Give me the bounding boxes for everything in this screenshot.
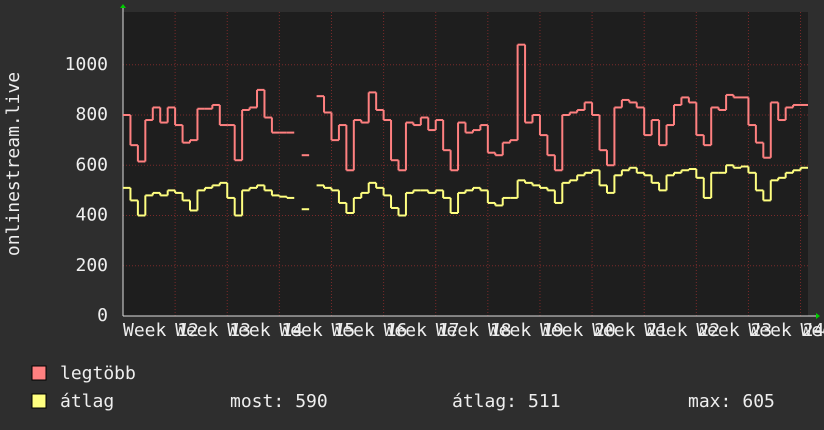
x-tick-label: Week 21 bbox=[592, 320, 668, 341]
axis-arrow bbox=[120, 4, 126, 8]
stat-value: 590 bbox=[295, 391, 328, 412]
legend-swatch bbox=[31, 365, 47, 381]
x-tick-label: Week 17 bbox=[384, 320, 460, 341]
x-tick-label: Week 12 bbox=[123, 320, 199, 341]
legend-label: legtöbb bbox=[60, 363, 136, 384]
stat-label: max: bbox=[688, 391, 731, 412]
x-tick-label: Week 19 bbox=[488, 320, 564, 341]
x-tick-label: Week 22 bbox=[644, 320, 720, 341]
x-tick-label: Week 13 bbox=[175, 320, 251, 341]
stat-label: átlag: bbox=[452, 391, 517, 412]
y-tick-label: 0 bbox=[97, 305, 108, 326]
x-tick-label: Week 23 bbox=[696, 320, 772, 341]
x-tick-label: Week 20 bbox=[540, 320, 616, 341]
y-axis-label: onlinestream.live bbox=[3, 72, 24, 256]
x-tick-label: Week 18 bbox=[436, 320, 512, 341]
plot-area bbox=[123, 12, 808, 316]
stat-value: 511 bbox=[528, 391, 561, 412]
x-tick-label: Week 14 bbox=[227, 320, 303, 341]
x-tick-label: Week 25 bbox=[801, 320, 824, 341]
x-tick-label: Week 24 bbox=[748, 320, 824, 341]
y-tick-label: 200 bbox=[75, 255, 108, 276]
y-tick-label: 1000 bbox=[65, 54, 108, 75]
stat-label: most: bbox=[230, 391, 284, 412]
x-tick-label: Week 16 bbox=[331, 320, 407, 341]
legend-label: átlag bbox=[60, 391, 114, 412]
axis-arrow bbox=[816, 313, 820, 319]
legend-swatch bbox=[31, 393, 47, 409]
y-tick-label: 800 bbox=[75, 104, 108, 125]
y-tick-label: 400 bbox=[75, 205, 108, 226]
stat-value: 605 bbox=[742, 391, 775, 412]
y-tick-label: 600 bbox=[75, 154, 108, 175]
x-tick-label: Week 15 bbox=[279, 320, 355, 341]
